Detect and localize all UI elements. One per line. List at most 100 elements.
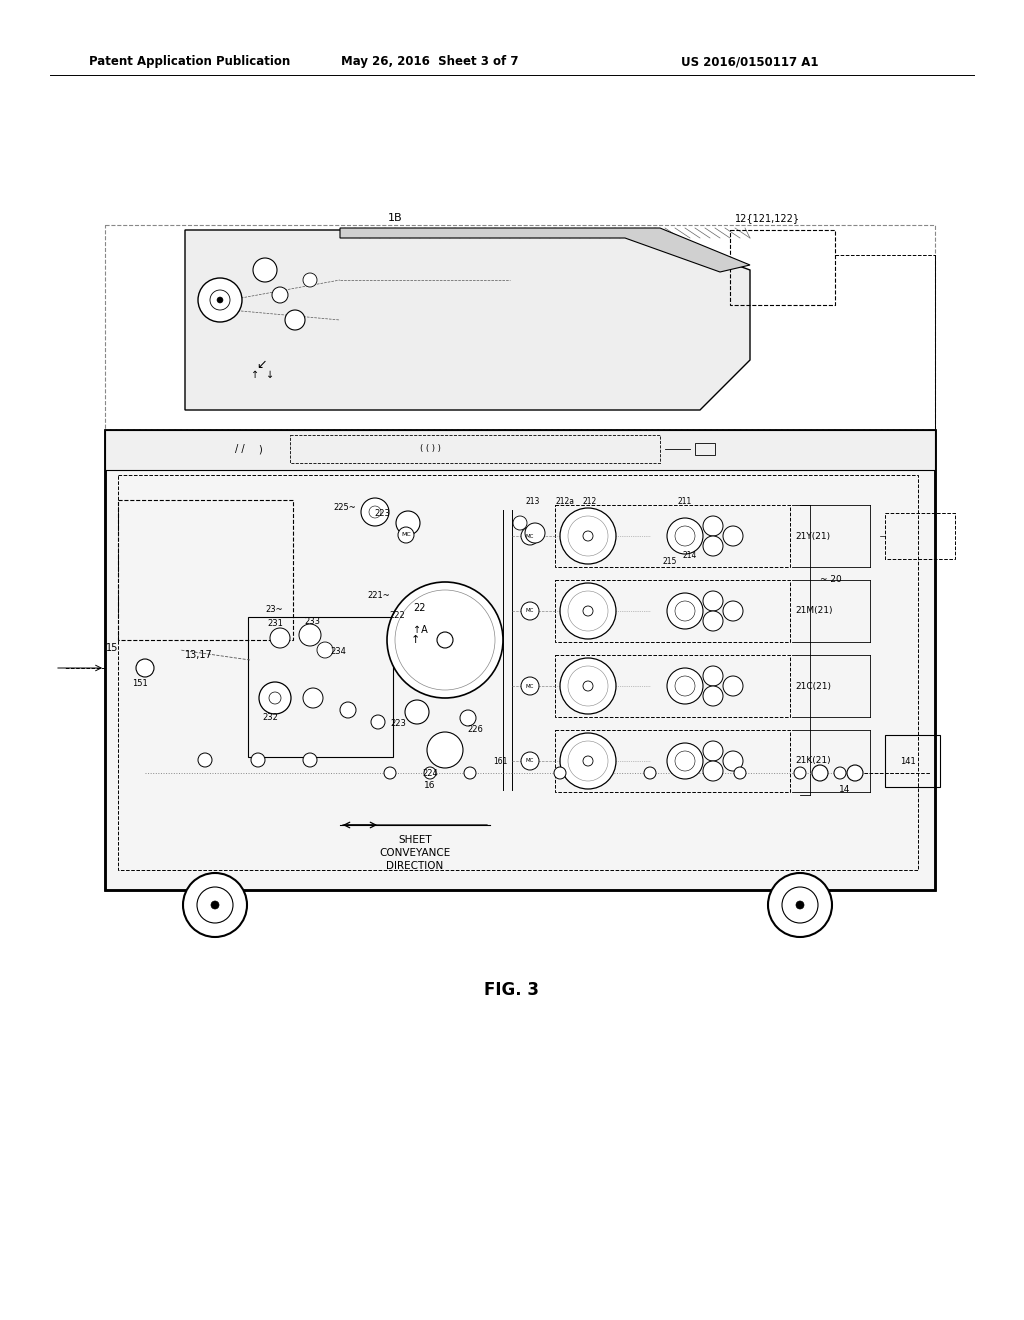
Circle shape [782, 887, 818, 923]
Circle shape [197, 887, 233, 923]
Text: 213: 213 [525, 498, 540, 507]
Circle shape [387, 582, 503, 698]
Circle shape [460, 710, 476, 726]
Circle shape [560, 508, 616, 564]
Text: 223: 223 [390, 718, 406, 727]
Circle shape [667, 743, 703, 779]
Circle shape [734, 767, 746, 779]
Text: ↙: ↙ [257, 359, 267, 371]
Circle shape [703, 516, 723, 536]
Text: ↓: ↓ [266, 370, 274, 380]
Text: 222: 222 [389, 610, 406, 619]
Circle shape [269, 692, 281, 704]
Text: SHEET: SHEET [398, 836, 432, 845]
Circle shape [583, 531, 593, 541]
Text: 161: 161 [493, 758, 507, 767]
Text: 21Y(21): 21Y(21) [795, 532, 830, 540]
Text: 214: 214 [683, 552, 697, 561]
Text: ~ 20: ~ 20 [820, 576, 842, 585]
Text: ( ( ) ): ( ( ) ) [420, 445, 440, 454]
Circle shape [198, 752, 212, 767]
Circle shape [703, 591, 723, 611]
Circle shape [667, 668, 703, 704]
Circle shape [703, 611, 723, 631]
Circle shape [396, 511, 420, 535]
Circle shape [812, 766, 828, 781]
Text: / /: / / [236, 444, 245, 454]
Circle shape [723, 525, 743, 546]
Bar [730, 230, 835, 305]
Text: 212a: 212a [555, 498, 574, 507]
Text: 225~: 225~ [334, 503, 356, 512]
Text: 21M(21): 21M(21) [795, 606, 833, 615]
Circle shape [675, 525, 695, 546]
Polygon shape [185, 230, 750, 411]
Text: MC: MC [401, 532, 411, 537]
Circle shape [285, 310, 305, 330]
Text: DIRECTION: DIRECTION [386, 861, 443, 871]
Circle shape [583, 606, 593, 616]
Bar [290, 436, 660, 463]
Circle shape [568, 741, 608, 781]
Text: MC: MC [525, 759, 535, 763]
Circle shape [796, 902, 804, 909]
Circle shape [703, 686, 723, 706]
Circle shape [568, 667, 608, 706]
Bar [118, 500, 293, 640]
Circle shape [560, 733, 616, 789]
Bar [105, 430, 935, 890]
Circle shape [794, 767, 806, 779]
Circle shape [521, 677, 539, 696]
Text: ↑A: ↑A [413, 624, 427, 635]
Circle shape [395, 590, 495, 690]
Circle shape [299, 624, 321, 645]
Circle shape [398, 527, 414, 543]
Circle shape [424, 767, 436, 779]
Circle shape [847, 766, 863, 781]
Circle shape [703, 667, 723, 686]
Bar [885, 513, 955, 558]
Circle shape [560, 583, 616, 639]
Circle shape [437, 632, 453, 648]
Circle shape [259, 682, 291, 714]
Circle shape [210, 290, 230, 310]
Text: 151: 151 [132, 678, 147, 688]
Text: 21C(21): 21C(21) [795, 681, 831, 690]
Circle shape [303, 688, 323, 708]
Text: 231: 231 [267, 619, 283, 628]
Circle shape [667, 593, 703, 630]
Text: ↑: ↑ [411, 635, 420, 645]
Text: 141: 141 [900, 756, 915, 766]
Circle shape [521, 752, 539, 770]
Text: 1B: 1B [388, 213, 402, 223]
Text: CONVEYANCE: CONVEYANCE [379, 847, 451, 858]
Text: 234: 234 [330, 648, 346, 656]
Bar [555, 506, 790, 568]
Circle shape [703, 536, 723, 556]
Bar [248, 616, 393, 756]
Circle shape [317, 642, 333, 657]
Text: 233: 233 [304, 618, 319, 627]
Text: 226: 226 [467, 726, 483, 734]
Circle shape [270, 628, 290, 648]
Circle shape [675, 751, 695, 771]
Bar [555, 579, 790, 642]
Circle shape [525, 523, 545, 543]
Polygon shape [340, 228, 750, 272]
Text: FIG. 3: FIG. 3 [484, 981, 540, 999]
Circle shape [513, 516, 527, 531]
Circle shape [464, 767, 476, 779]
Text: US 2016/0150117 A1: US 2016/0150117 A1 [681, 55, 819, 69]
Text: 212: 212 [583, 498, 597, 507]
Text: 223: 223 [374, 508, 390, 517]
Circle shape [568, 516, 608, 556]
Circle shape [667, 517, 703, 554]
Text: 14: 14 [840, 785, 851, 795]
Circle shape [217, 297, 223, 304]
Circle shape [583, 756, 593, 766]
Bar [105, 224, 935, 430]
Circle shape [427, 733, 463, 768]
Text: 22: 22 [414, 603, 426, 612]
Bar [555, 655, 790, 717]
Circle shape [303, 752, 317, 767]
